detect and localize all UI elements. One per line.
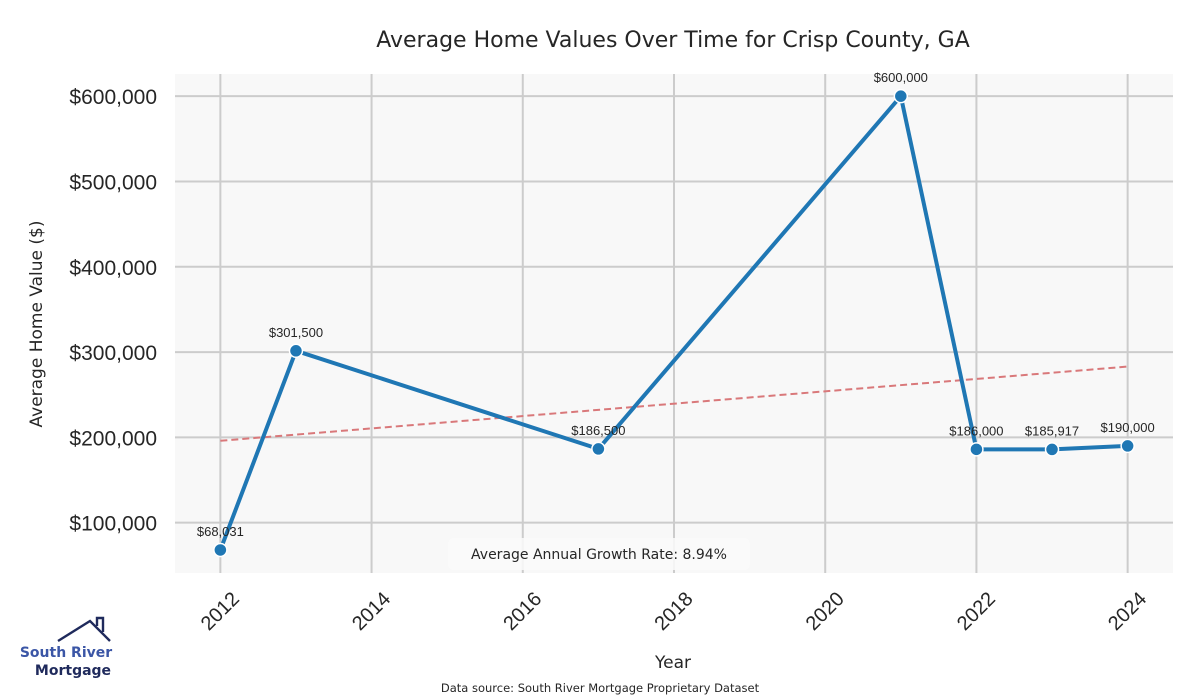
data-label: $600,000 <box>874 70 928 85</box>
x-tick-label: 2024 <box>1104 588 1151 635</box>
logo-line1: South River <box>20 645 112 661</box>
y-tick-label: $400,000 <box>69 257 157 280</box>
y-tick-labels: $100,000 $200,000 $300,000 $400,000 $500,000… <box>69 86 157 535</box>
annotation-box <box>448 538 750 570</box>
y-gridlines <box>175 95 1173 524</box>
trend-line <box>220 365 1128 442</box>
data-point <box>1120 438 1135 454</box>
x-tick-label: 2012 <box>197 588 244 635</box>
data-point <box>288 343 304 359</box>
growth-rate-annotation: Average Annual Growth Rate: 8.94% <box>448 538 750 570</box>
data-point <box>591 441 606 457</box>
data-point <box>893 88 909 104</box>
chart-title: Average Home Values Over Time for Crisp … <box>376 28 970 53</box>
data-source: Data source: South River Mortgage Propri… <box>441 681 760 695</box>
data-label: $190,000 <box>1101 420 1155 435</box>
data-labels: $68,031 $301,500 $186,500 $600,000 $186,000 $… <box>197 70 1155 539</box>
data-point <box>969 442 984 457</box>
data-label: $186,000 <box>949 423 1003 438</box>
data-point <box>213 542 228 558</box>
x-tick-label: 2022 <box>953 588 1000 635</box>
x-tick-labels: 2012 2014 2016 2018 2020 2022 2024 <box>197 588 1151 635</box>
x-tick-label: 2014 <box>348 588 395 635</box>
y-tick-label: $200,000 <box>69 427 157 450</box>
x-axis-label: Year <box>654 653 691 673</box>
x-gridlines <box>219 74 1129 573</box>
y-axis-label: Average Home Value ($) <box>27 221 47 428</box>
annotation-text: Average Annual Growth Rate: 8.94% <box>471 547 727 563</box>
x-tick-label: 2020 <box>802 588 849 635</box>
data-label: $301,500 <box>269 325 323 340</box>
house-roof-icon <box>57 619 111 643</box>
data-label: $68,031 <box>197 524 244 539</box>
x-tick-label: 2018 <box>651 588 698 635</box>
x-tick-label: 2016 <box>499 588 546 635</box>
y-tick-label: $600,000 <box>69 86 157 109</box>
data-label: $186,500 <box>571 423 625 438</box>
y-tick-label: $100,000 <box>69 513 157 536</box>
logo-line2: Mortgage <box>35 663 111 679</box>
data-points <box>213 88 1135 558</box>
y-tick-label: $300,000 <box>69 342 157 365</box>
y-tick-label: $500,000 <box>69 171 157 194</box>
data-label: $185,917 <box>1025 423 1079 438</box>
data-point <box>1044 442 1060 457</box>
chimney-icon <box>95 616 105 632</box>
company-logo: South River Mortgage <box>20 616 112 679</box>
